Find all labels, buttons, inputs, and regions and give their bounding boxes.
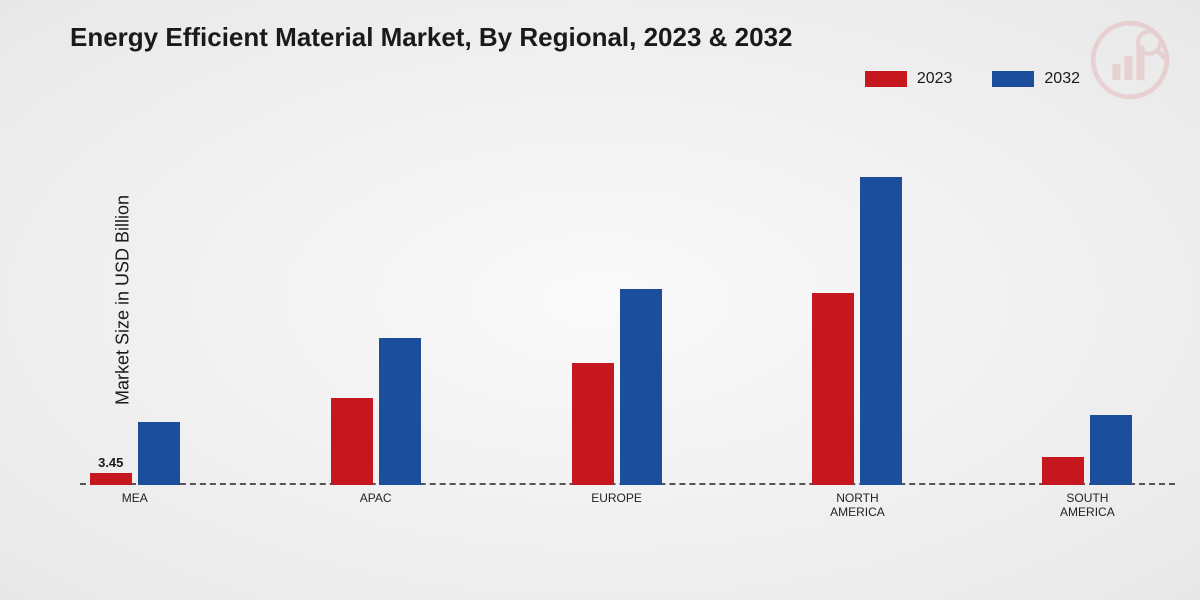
bar-2032 bbox=[620, 289, 662, 485]
bar-2032 bbox=[379, 338, 421, 485]
legend-swatch-2032 bbox=[992, 71, 1034, 87]
bar-2032 bbox=[1090, 415, 1132, 485]
watermark-logo bbox=[1090, 20, 1170, 100]
bar-group: NORTH AMERICA bbox=[797, 177, 917, 485]
x-tick-label: MEA bbox=[122, 491, 148, 505]
bar-2023 bbox=[331, 398, 373, 486]
x-tick-label: EUROPE bbox=[591, 491, 642, 505]
bar-group: 3.45MEA bbox=[75, 422, 195, 485]
legend-label-2032: 2032 bbox=[1044, 70, 1080, 88]
plot-area: 3.45MEAAPACEUROPENORTH AMERICASOUTH AMER… bbox=[80, 135, 1175, 485]
legend-item-2023: 2023 bbox=[865, 70, 953, 88]
legend-swatch-2023 bbox=[865, 71, 907, 87]
legend-label-2023: 2023 bbox=[917, 70, 953, 88]
bar-2032 bbox=[138, 422, 180, 485]
bar-group: APAC bbox=[316, 338, 436, 485]
legend-item-2032: 2032 bbox=[992, 70, 1080, 88]
bar-2023 bbox=[812, 293, 854, 486]
bar-group: EUROPE bbox=[557, 289, 677, 485]
bar-2032 bbox=[860, 177, 902, 485]
legend: 2023 2032 bbox=[865, 70, 1080, 88]
x-tick-label: SOUTH AMERICA bbox=[1060, 491, 1115, 520]
chart-title: Energy Efficient Material Market, By Reg… bbox=[70, 22, 793, 53]
bar-group: SOUTH AMERICA bbox=[1027, 415, 1147, 485]
bar-2023 bbox=[572, 363, 614, 486]
x-tick-label: APAC bbox=[360, 491, 392, 505]
bar-value-label: 3.45 bbox=[98, 455, 123, 470]
x-tick-label: NORTH AMERICA bbox=[830, 491, 885, 520]
bar-2023 bbox=[1042, 457, 1084, 485]
bar-2023: 3.45 bbox=[90, 473, 132, 485]
